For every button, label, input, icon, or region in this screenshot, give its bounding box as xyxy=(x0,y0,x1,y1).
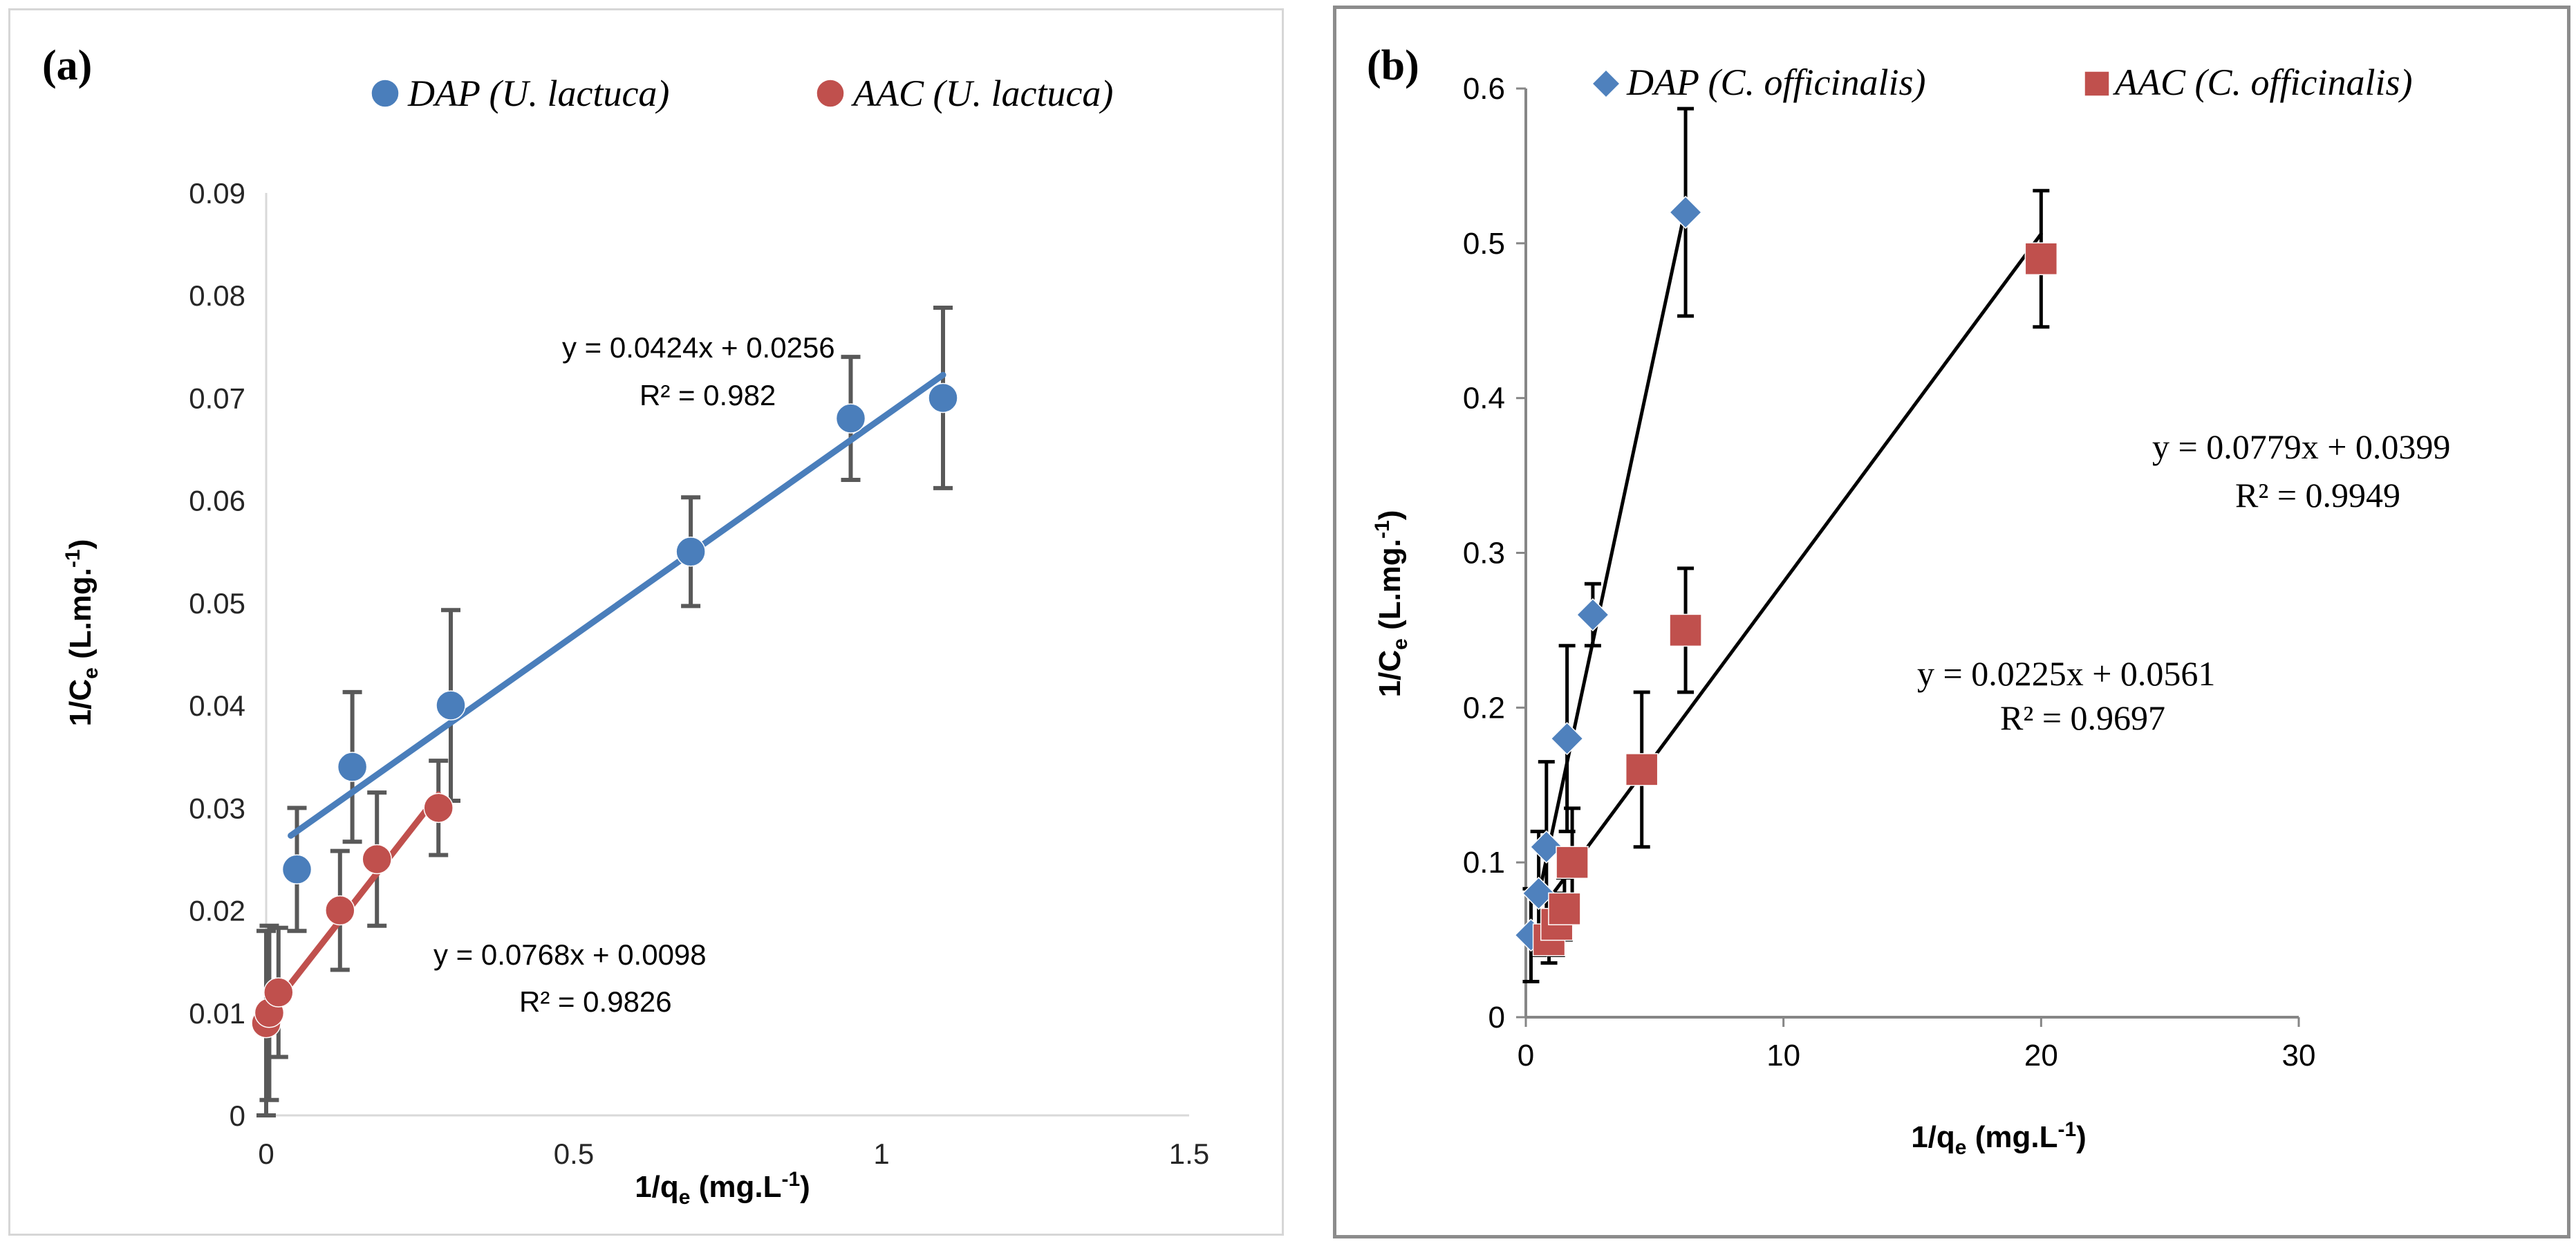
legend-label-dap-a: DAP (U. lactuca) xyxy=(407,73,669,114)
data-point-b-1 xyxy=(1625,753,1659,786)
error-bars-b xyxy=(1522,106,2050,984)
data-point-b-0 xyxy=(1576,597,1609,632)
trendline-a-0 xyxy=(288,371,946,839)
trendline-b-1 xyxy=(1547,232,2043,901)
y-tick-label-a: 0.07 xyxy=(189,382,245,414)
data-point-a-0 xyxy=(928,382,958,414)
y-axis-title-a: 1/Ce (L.mg.-1) xyxy=(62,539,102,727)
equation-aac-a: y = 0.0768x + 0.0098 xyxy=(433,938,707,971)
y-tick-label-b: 0.4 xyxy=(1463,382,1505,416)
legend-label-aac-a: AAC (U. lactuca) xyxy=(851,73,1113,114)
legend-marker-aac-a xyxy=(816,79,845,108)
x-tick-label-a: 1.5 xyxy=(1169,1138,1209,1170)
x-axis-title-b: 1/qe (mg.L-1) xyxy=(1911,1118,2087,1159)
chart-a-canvas: (a) DAP (U. lactuca) AAC (U. lactuca) 00… xyxy=(42,42,1209,1209)
data-point-a-0 xyxy=(436,690,466,721)
x-axis-title-a: 1/qe (mg.L-1) xyxy=(635,1168,810,1209)
x-tick-label-b: 30 xyxy=(2282,1039,2316,1073)
tick-labels-a: 0 0.01 0.02 0.03 0.04 0.05 0.06 0.07 0.08 0.09 0 0.… xyxy=(189,177,1209,1170)
legend-marker-dap-a xyxy=(371,79,400,108)
y-tick-label-b: 0.2 xyxy=(1463,691,1505,725)
data-point-b-1 xyxy=(1548,892,1581,926)
x-tick-label-b: 10 xyxy=(1766,1039,1800,1073)
data-point-a-1 xyxy=(362,844,392,875)
y-tick-label-a: 0.03 xyxy=(189,792,245,824)
data-point-b-0 xyxy=(1668,196,1703,230)
y-tick-label-b: 0 xyxy=(1488,1001,1505,1034)
y-tick-label-a: 0 xyxy=(230,1099,245,1132)
chart-panel-b: (b) DAP (C. officinalis) AAC (C. officin… xyxy=(1333,6,2570,1238)
trendlines-a xyxy=(263,371,946,1019)
data-points-a xyxy=(251,382,958,1039)
r2-dap-a: R² = 0.982 xyxy=(640,379,776,411)
legend-label-aac-b: AAC (C. officinalis) xyxy=(2113,62,2412,103)
r2-aac-a: R² = 0.9826 xyxy=(519,985,672,1018)
axes-b xyxy=(1516,87,2300,1027)
legend-marker-dap-b xyxy=(1591,68,1621,99)
data-point-a-0 xyxy=(337,752,368,782)
data-point-a-1 xyxy=(423,792,454,824)
data-point-a-0 xyxy=(835,403,866,434)
equation-dap-a: y = 0.0424x + 0.0256 xyxy=(562,331,835,364)
y-tick-label-b: 0.1 xyxy=(1463,846,1505,880)
y-tick-label-b: 0.5 xyxy=(1463,227,1505,261)
y-tick-label-a: 0.05 xyxy=(189,587,245,620)
trendlines-b xyxy=(1536,206,2043,903)
legend-b: DAP (C. officinalis) AAC (C. officinalis… xyxy=(1591,62,2412,103)
legend-label-dap-b: DAP (C. officinalis) xyxy=(1626,62,1925,103)
data-point-b-1 xyxy=(1556,846,1589,879)
data-point-a-1 xyxy=(263,977,294,1008)
data-point-b-0 xyxy=(1522,876,1556,910)
data-point-a-1 xyxy=(325,895,355,926)
y-tick-label-a: 0.04 xyxy=(189,689,245,722)
data-points-b xyxy=(1514,196,2058,956)
x-tick-label-a: 0 xyxy=(258,1138,274,1170)
y-tick-label-a: 0.06 xyxy=(189,485,245,517)
data-point-b-0 xyxy=(1529,830,1563,864)
y-axis-title-b: 1/Ce (L.mg.-1) xyxy=(1371,510,1412,698)
y-tick-label-b: 0.3 xyxy=(1463,537,1505,570)
legend-a: DAP (U. lactuca) AAC (U. lactuca) xyxy=(371,73,1113,114)
data-point-a-0 xyxy=(675,537,706,567)
tick-labels-b: 0 0.1 0.2 0.3 0.4 0.5 0.6 0 10 20 30 xyxy=(1463,72,2316,1073)
x-tick-label-b: 0 xyxy=(1518,1039,1534,1073)
panel-b-label: (b) xyxy=(1367,42,1419,89)
data-point-a-0 xyxy=(281,854,312,885)
data-point-b-1 xyxy=(1669,613,1702,647)
panel-a-label: (a) xyxy=(42,42,92,89)
chart-b-canvas: (b) DAP (C. officinalis) AAC (C. officin… xyxy=(1367,42,2450,1159)
x-tick-label-a: 0.5 xyxy=(554,1138,594,1170)
data-point-b-1 xyxy=(2024,242,2058,275)
r2-dap-b: R² = 0.9949 xyxy=(2235,476,2400,514)
y-tick-label-b: 0.6 xyxy=(1463,72,1505,106)
x-tick-label-b: 20 xyxy=(2024,1039,2058,1073)
trendline-b-0 xyxy=(1536,206,1688,903)
y-tick-label-a: 0.09 xyxy=(189,177,245,210)
y-tick-label-a: 0.01 xyxy=(189,997,245,1030)
equation-dap-b: y = 0.0779x + 0.0399 xyxy=(2152,427,2450,466)
r2-aac-b: R² = 0.9697 xyxy=(2000,698,2165,737)
x-tick-label-a: 1 xyxy=(873,1138,889,1170)
equation-aac-b: y = 0.0225x + 0.0561 xyxy=(1917,654,2215,693)
y-tick-label-a: 0.08 xyxy=(189,279,245,312)
y-tick-label-a: 0.02 xyxy=(189,895,245,927)
legend-marker-aac-b xyxy=(2084,71,2110,97)
data-point-b-0 xyxy=(1550,722,1584,756)
